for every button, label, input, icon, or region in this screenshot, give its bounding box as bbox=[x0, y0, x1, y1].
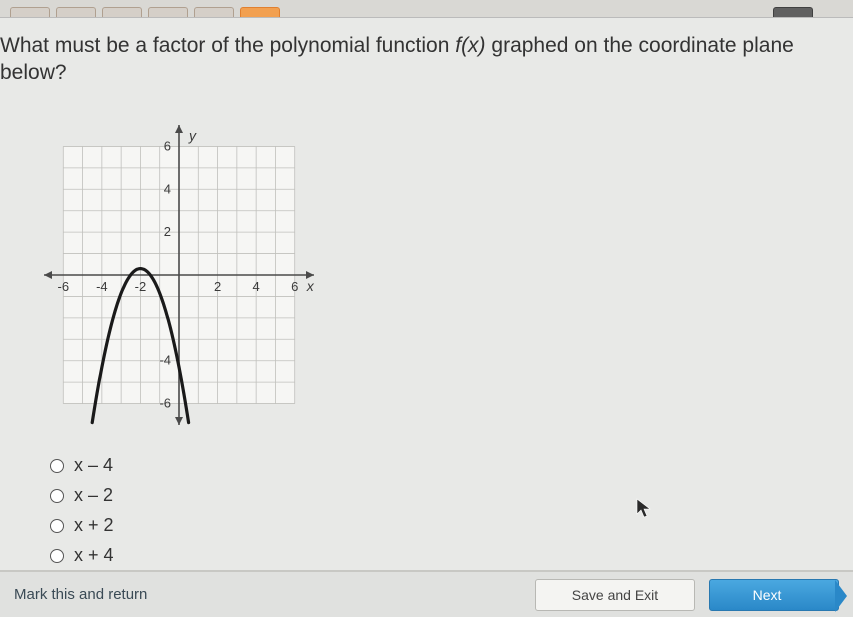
svg-text:-6: -6 bbox=[159, 395, 171, 410]
svg-text:6: 6 bbox=[164, 138, 171, 153]
progress-tab bbox=[148, 7, 188, 17]
footer-bar: Mark this and return Save and Exit Next bbox=[0, 570, 853, 617]
progress-tab-current bbox=[240, 7, 280, 17]
option-label: x – 4 bbox=[74, 455, 113, 476]
progress-tab-end bbox=[773, 7, 813, 17]
svg-text:-4: -4 bbox=[159, 352, 171, 367]
progress-tab bbox=[102, 7, 142, 17]
mark-and-return-link[interactable]: Mark this and return bbox=[14, 586, 147, 603]
svg-text:x: x bbox=[306, 278, 315, 294]
progress-tab bbox=[194, 7, 234, 17]
answer-options: x – 4 x – 2 x + 2 x + 4 bbox=[50, 451, 849, 571]
svg-text:4: 4 bbox=[164, 181, 171, 196]
footer-buttons: Save and Exit Next bbox=[535, 579, 839, 611]
option-label: x + 4 bbox=[74, 545, 114, 566]
answer-option-0[interactable]: x – 4 bbox=[50, 451, 849, 481]
question-text: What must be a factor of the polynomial … bbox=[0, 32, 849, 87]
svg-text:4: 4 bbox=[253, 279, 260, 294]
next-label: Next bbox=[753, 587, 782, 603]
svg-text:2: 2 bbox=[164, 224, 171, 239]
answer-option-2[interactable]: x + 2 bbox=[50, 511, 849, 541]
answer-option-3[interactable]: x + 4 bbox=[50, 541, 849, 571]
svg-text:6: 6 bbox=[291, 279, 298, 294]
progress-tab-bar bbox=[0, 0, 853, 18]
radio-icon[interactable] bbox=[50, 489, 64, 503]
svg-text:y: y bbox=[188, 127, 197, 143]
svg-text:2: 2 bbox=[214, 279, 221, 294]
save-and-exit-button[interactable]: Save and Exit bbox=[535, 579, 695, 611]
graph-svg: -6-4-2246-6-4246xy bbox=[14, 105, 334, 445]
svg-text:-6: -6 bbox=[58, 279, 70, 294]
coordinate-graph: -6-4-2246-6-4246xy bbox=[14, 105, 334, 445]
progress-tab bbox=[56, 7, 96, 17]
option-label: x – 2 bbox=[74, 485, 113, 506]
question-fx: f(x) bbox=[455, 34, 485, 57]
next-button[interactable]: Next bbox=[709, 579, 839, 611]
radio-icon[interactable] bbox=[50, 459, 64, 473]
svg-text:-2: -2 bbox=[135, 279, 147, 294]
save-exit-label: Save and Exit bbox=[572, 587, 658, 603]
question-prefix: What must be a factor of the polynomial … bbox=[0, 34, 455, 57]
question-area: What must be a factor of the polynomial … bbox=[0, 18, 853, 570]
radio-icon[interactable] bbox=[50, 519, 64, 533]
option-label: x + 2 bbox=[74, 515, 114, 536]
progress-tab bbox=[10, 7, 50, 17]
answer-option-1[interactable]: x – 2 bbox=[50, 481, 849, 511]
radio-icon[interactable] bbox=[50, 549, 64, 563]
svg-text:-4: -4 bbox=[96, 279, 108, 294]
